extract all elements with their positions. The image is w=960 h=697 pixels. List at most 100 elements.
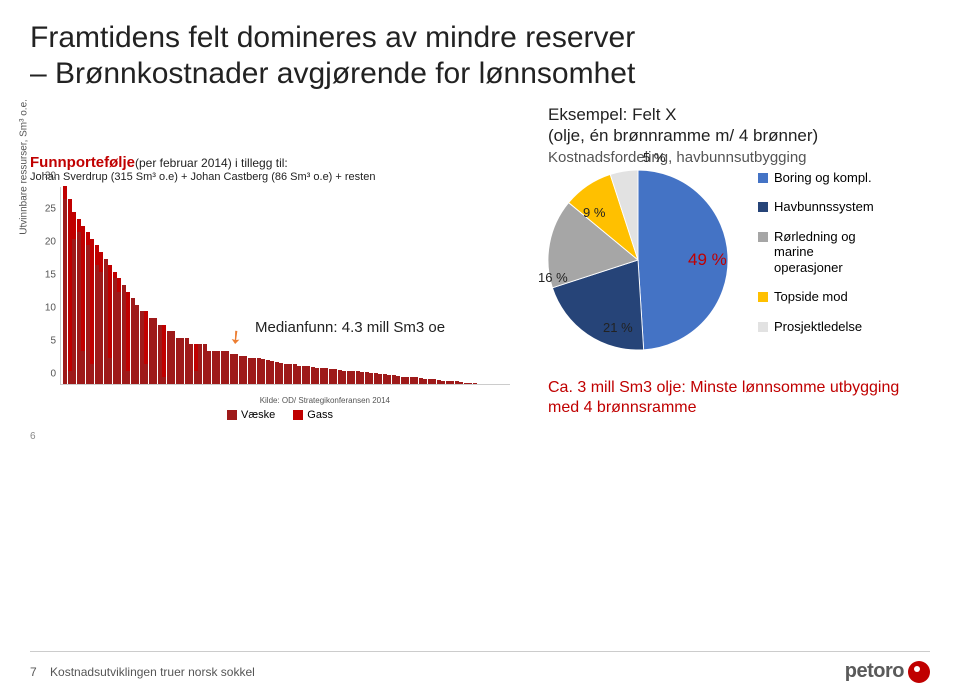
bar-chart: Utvinnbare ressurser, Sm³ o.e. 051015202… <box>30 187 510 407</box>
y-tick: 15 <box>45 270 56 281</box>
bar <box>383 374 387 384</box>
bar <box>432 379 436 384</box>
bar <box>63 186 67 384</box>
bar <box>212 351 216 384</box>
bar <box>387 375 391 384</box>
bar <box>153 318 157 384</box>
bar <box>320 368 324 385</box>
bar <box>225 351 229 384</box>
legend-text: Prosjektledelse <box>774 319 862 335</box>
bar <box>167 331 171 384</box>
bar <box>126 292 130 384</box>
bar <box>293 364 297 384</box>
bar <box>297 366 301 384</box>
bar <box>423 379 427 384</box>
bar <box>207 351 211 384</box>
slide-title: Framtidens felt domineres av mindre rese… <box>30 20 930 92</box>
pie-value-label: 21 % <box>603 320 633 335</box>
bar <box>374 373 378 384</box>
bar <box>365 372 369 384</box>
logo-dot-icon <box>908 661 930 683</box>
bar-legend-item: Væske <box>227 409 275 421</box>
bar <box>135 305 139 384</box>
bar <box>198 344 202 384</box>
legend-swatch <box>758 292 768 302</box>
y-axis: 051015202530 <box>30 187 58 385</box>
bar <box>158 325 162 384</box>
pie-legend-item: Rørledning og marine operasjoner <box>758 229 874 276</box>
bar <box>396 376 400 384</box>
bar <box>284 364 288 384</box>
example-sub: (olje, én brønnramme m/ 4 brønner) <box>548 125 930 146</box>
bar <box>437 380 441 384</box>
bar <box>401 377 405 384</box>
bar <box>144 311 148 384</box>
bar <box>230 354 234 384</box>
bar <box>468 383 472 384</box>
bar <box>243 356 247 384</box>
bar <box>176 338 180 384</box>
bar <box>455 381 459 384</box>
bar <box>221 351 225 384</box>
bar <box>459 382 463 384</box>
footer-page: 7 <box>30 665 37 679</box>
bar <box>392 375 396 384</box>
pie-legend-item: Prosjektledelse <box>758 319 874 335</box>
bar <box>333 369 337 384</box>
bar <box>351 371 355 384</box>
bar <box>270 361 274 384</box>
bar <box>234 354 238 384</box>
median-label: Medianfunn: 4.3 mill Sm3 oe <box>255 319 445 336</box>
bar <box>104 259 108 384</box>
y-tick: 10 <box>45 303 56 314</box>
bar <box>189 344 193 384</box>
bar <box>302 366 306 384</box>
y-tick: 5 <box>50 336 56 347</box>
y-tick: 20 <box>45 237 56 248</box>
logo: petoro <box>845 660 930 683</box>
bar <box>149 318 153 384</box>
bar <box>464 383 468 384</box>
bar <box>140 311 144 384</box>
pie-legend-item: Boring og kompl. <box>758 170 874 186</box>
bar <box>275 362 279 384</box>
bar <box>338 370 342 384</box>
legend-swatch <box>758 173 768 183</box>
source-text: Kilde: OD/ Strategikonferansen 2014 <box>260 396 390 405</box>
bar <box>342 371 346 384</box>
bar <box>360 372 364 384</box>
title-line1: Framtidens felt domineres av mindre rese… <box>30 21 635 54</box>
bar <box>405 377 409 384</box>
six-label: 6 <box>30 431 530 442</box>
bar <box>450 381 454 384</box>
legend-swatch <box>758 232 768 242</box>
bar-legend-item: Gass <box>293 409 333 421</box>
bar <box>203 344 207 384</box>
bar <box>414 377 418 384</box>
bar <box>77 219 81 384</box>
bar <box>171 331 175 384</box>
ca-note: Ca. 3 mill Sm3 olje: Minste lønnsomme ut… <box>548 378 930 420</box>
pie-legend: Boring og kompl. Havbunnssystem Rørledning… <box>758 170 874 349</box>
y-tick: 30 <box>45 171 56 182</box>
y-tick: 25 <box>45 204 56 215</box>
legend-text: Boring og kompl. <box>774 170 872 186</box>
funn-sub: Johan Sverdrup (315 Sm³ o.e) + Johan Cas… <box>30 171 530 183</box>
pie-legend-item: Topside mod <box>758 289 874 305</box>
logo-text: petoro <box>845 660 904 683</box>
funn-header: Funnportefølje(per februar 2014) i tille… <box>30 154 530 171</box>
footer: 7 Kostnadsutviklingen truer norsk sokkel… <box>30 651 930 683</box>
bar <box>329 369 333 384</box>
example-title: Eksempel: Felt X <box>548 104 930 125</box>
legend-text: Havbunnssystem <box>774 199 874 215</box>
bar <box>419 378 423 384</box>
bar <box>311 367 315 384</box>
bar <box>194 344 198 384</box>
y-axis-label: Utvinnbare ressurser, Sm³ o.e. <box>19 99 30 235</box>
bar <box>108 265 112 384</box>
bar <box>162 325 166 384</box>
bar <box>239 356 243 384</box>
bar <box>122 285 126 384</box>
bar <box>131 298 135 384</box>
pie-legend-item: Havbunnssystem <box>758 199 874 215</box>
